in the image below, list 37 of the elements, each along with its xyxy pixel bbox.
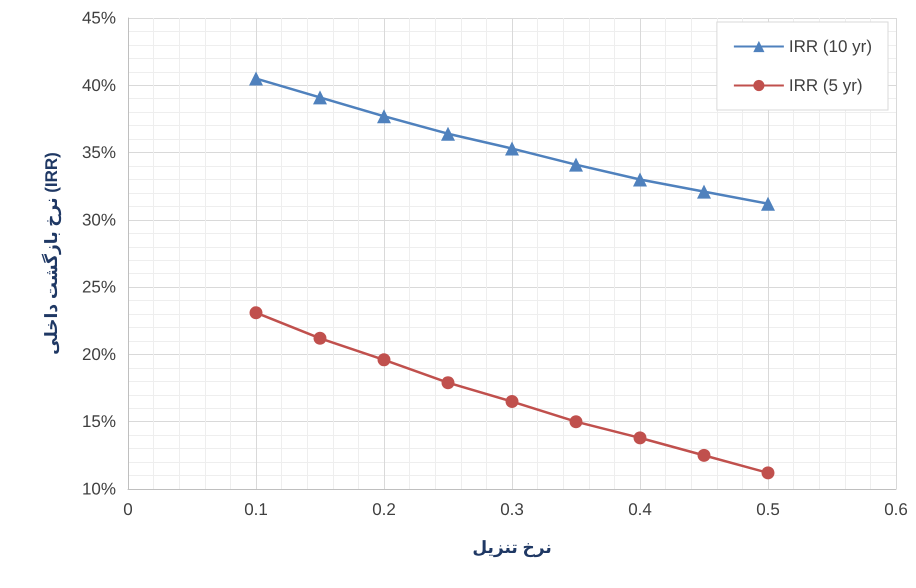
x-tick-label: 0.6	[884, 500, 908, 519]
legend-label: IRR (10 yr)	[788, 37, 872, 56]
y-tick-label: 25%	[82, 278, 116, 297]
point	[441, 126, 455, 141]
legend-label: IRR (5 yr)	[788, 76, 863, 95]
y-tick-label: 30%	[82, 210, 116, 230]
x-axis-title: نرخ تنزیل	[472, 538, 552, 558]
point	[313, 90, 327, 104]
point	[698, 448, 710, 462]
point	[761, 196, 775, 211]
y-tick-label: 40%	[82, 76, 116, 95]
point	[633, 172, 647, 186]
x-tick-label: 0.2	[372, 500, 396, 519]
point	[250, 306, 262, 320]
y-axis-title: نرخ بازگشت داخلی (IRR)	[41, 152, 62, 355]
point	[569, 158, 583, 172]
y-tick-label: 10%	[82, 480, 116, 498]
point	[442, 376, 454, 390]
y-tick-label: 45%	[82, 8, 116, 28]
point	[314, 332, 326, 345]
point	[697, 184, 711, 199]
x-tick-label: 0.5	[756, 500, 780, 519]
point	[377, 109, 391, 124]
point	[249, 72, 263, 86]
x-tick-label: 0.4	[628, 500, 652, 519]
x-tick-label: 0	[123, 500, 133, 519]
y-tick-label: 15%	[82, 412, 116, 432]
y-tick-label: 35%	[82, 143, 116, 162]
y-tick-label: 20%	[82, 344, 116, 364]
point	[570, 415, 582, 428]
point	[506, 395, 518, 408]
point	[762, 466, 774, 480]
point	[378, 353, 390, 366]
x-tick-label: 0.1	[244, 500, 268, 519]
point	[505, 142, 519, 156]
point	[634, 431, 646, 444]
x-tick-label: 0.3	[500, 500, 524, 519]
